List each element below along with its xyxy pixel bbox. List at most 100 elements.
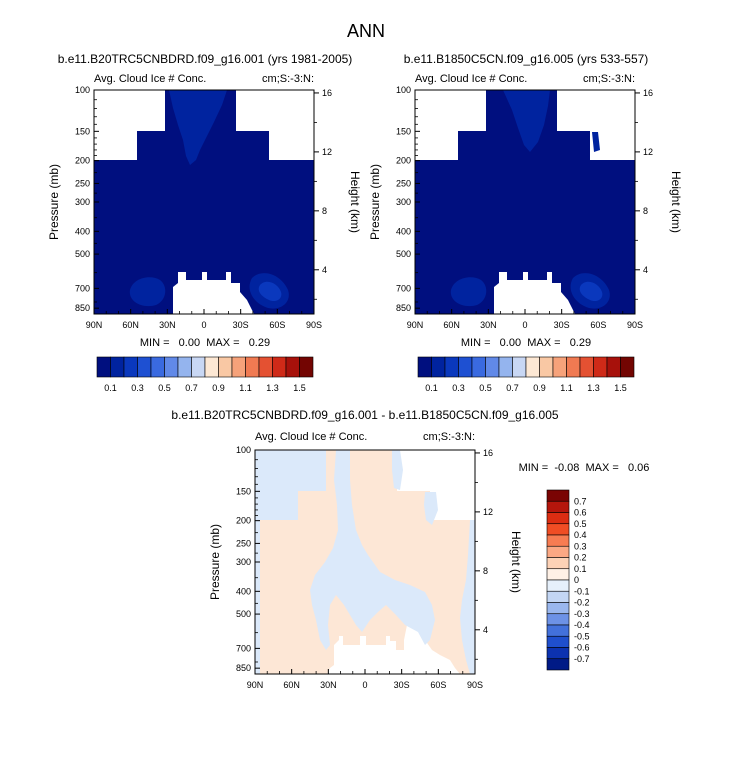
panel-1-y2-ticks: 16 12 8 4 xyxy=(314,88,332,300)
colorbar-box-10 xyxy=(546,602,570,615)
y2-tick-label-2: 8 xyxy=(643,206,648,216)
colorbar-label-7: 1.5 xyxy=(293,383,306,393)
panel-2-colorbar: 0.1 0.3 0.5 0.7 0.9 1.1 1.3 1.5 xyxy=(417,356,635,393)
panel-3-left-label: Avg. Cloud Ice # Conc. xyxy=(255,431,367,443)
panel-1-ylabel: Pressure (mb) xyxy=(47,164,61,240)
colorbar-label-2: 0.5 xyxy=(574,519,587,529)
panel-2-contour-left xyxy=(450,277,487,307)
y-tick-label-2: 200 xyxy=(396,156,411,166)
colorbar-label-3: 0.7 xyxy=(506,383,519,393)
y-tick-label-1: 150 xyxy=(75,126,90,136)
y-tick-label-6: 500 xyxy=(236,609,251,619)
colorbar-box-6 xyxy=(498,356,513,378)
colorbar-label-6: 1.3 xyxy=(587,383,600,393)
panel-3-colorbar: 0.70.60.50.40.30.20.10-0.1-0.2-0.3-0.4-0… xyxy=(546,489,590,671)
panel-2-y-ticks: 100 150 200 250 300 400 500 700 850 xyxy=(396,85,420,313)
x-tick-label-5: 60S xyxy=(430,680,446,690)
y2-tick-label-1: 12 xyxy=(643,147,653,157)
panel-2-left-label: Avg. Cloud Ice # Conc. xyxy=(415,73,527,85)
panel-2-missing-region xyxy=(494,272,575,314)
main-title: ANN xyxy=(347,21,385,41)
colorbar-box-13 xyxy=(593,356,608,378)
y-tick-label-3: 250 xyxy=(396,178,411,188)
panel-2-right-label: cm;S:-3:N: xyxy=(583,73,635,85)
y2-tick-label-2: 8 xyxy=(322,206,327,216)
colorbar-label-5: 1.1 xyxy=(239,383,252,393)
colorbar-box-12 xyxy=(546,624,570,637)
colorbar-label-14: -0.7 xyxy=(574,654,590,664)
y-tick-label-1: 150 xyxy=(396,126,411,136)
colorbar-box-8 xyxy=(546,579,570,592)
y-tick-label-5: 400 xyxy=(75,226,90,236)
panel-2-data-region xyxy=(415,90,635,314)
colorbar-box-12 xyxy=(579,356,594,378)
colorbar-box-10 xyxy=(552,356,567,378)
y2-tick-label-1: 12 xyxy=(322,147,332,157)
colorbar-box-3 xyxy=(546,523,570,536)
colorbar-label-12: -0.5 xyxy=(574,631,590,641)
panel-3-y2label: Height (km) xyxy=(509,531,523,593)
panel-3-y-ticks: 100 150 200 250 300 400 500 700 850 xyxy=(236,445,260,673)
colorbar-box-5 xyxy=(485,356,500,378)
colorbar-box-13 xyxy=(546,635,570,648)
panel-1-title: b.e11.B20TRC5CNBDRD.f09_g16.001 (yrs 198… xyxy=(58,52,353,66)
colorbar-box-13 xyxy=(272,356,287,378)
y-tick-label-2: 200 xyxy=(236,516,251,526)
panel-1-contour-right-inner xyxy=(258,281,282,302)
colorbar-label-3: 0.7 xyxy=(185,383,198,393)
x-tick-label-3: 0 xyxy=(522,320,527,330)
colorbar-box-8 xyxy=(525,356,540,378)
y-tick-label-4: 300 xyxy=(236,557,251,567)
panel-1-colorbar: 0.1 0.3 0.5 0.7 0.9 1.1 1.3 1.5 xyxy=(96,356,314,393)
y-tick-label-0: 100 xyxy=(236,445,251,455)
panel-1-missing-region xyxy=(173,272,254,314)
y-tick-label-6: 500 xyxy=(75,249,90,259)
panel-1-contour-left xyxy=(129,277,166,307)
colorbar-box-1 xyxy=(431,356,446,378)
colorbar-box-11 xyxy=(566,356,581,378)
panel-2-x-ticks: 90N 60N 30N 0 30S 60S 90S xyxy=(407,309,643,330)
panel-3-y2-ticks: 16 12 8 4 xyxy=(475,448,493,660)
colorbar-box-2 xyxy=(444,356,459,378)
panel-2: b.e11.B1850C5CN.f09_g16.005 (yrs 533-557… xyxy=(368,52,683,393)
colorbar-label-3: 0.4 xyxy=(574,530,587,540)
colorbar-label-0: 0.1 xyxy=(425,383,438,393)
colorbar-label-4: 0.3 xyxy=(574,541,587,551)
panel-3-negative-region-c xyxy=(392,450,403,490)
panel-3-negative-region-e xyxy=(460,520,475,674)
colorbar-box-0 xyxy=(96,356,111,378)
y-tick-label-8: 850 xyxy=(396,303,411,313)
panel-2-contour-upper xyxy=(503,90,550,152)
y2-tick-label-3: 4 xyxy=(322,265,327,275)
x-tick-label-6: 90S xyxy=(627,320,643,330)
panel-3-negative-region-d xyxy=(424,492,438,525)
y-tick-label-3: 250 xyxy=(75,178,90,188)
colorbar-box-4 xyxy=(150,356,165,378)
panel-2-contour-right-edge xyxy=(592,132,600,152)
colorbar-box-11 xyxy=(245,356,260,378)
y-tick-label-1: 150 xyxy=(236,486,251,496)
y-tick-label-5: 400 xyxy=(396,226,411,236)
colorbar-box-6 xyxy=(177,356,192,378)
panel-2-title: b.e11.B1850C5CN.f09_g16.005 (yrs 533-557… xyxy=(404,52,649,66)
panel-1-y2label: Height (km) xyxy=(348,171,362,233)
y2-tick-label-3: 4 xyxy=(643,265,648,275)
y2-tick-label-1: 12 xyxy=(483,507,493,517)
panel-3-title: b.e11.B20TRC5CNBDRD.f09_g16.001 - b.e11.… xyxy=(171,408,558,422)
colorbar-box-10 xyxy=(231,356,246,378)
colorbar-label-8: -0.1 xyxy=(574,586,590,596)
colorbar-label-1: 0.3 xyxy=(452,383,465,393)
colorbar-label-7: 0 xyxy=(574,575,579,585)
colorbar-box-7 xyxy=(546,568,570,581)
y-tick-label-7: 700 xyxy=(236,643,251,653)
panel-3-ylabel: Pressure (mb) xyxy=(208,524,222,600)
panel-1: b.e11.B20TRC5CNBDRD.f09_g16.001 (yrs 198… xyxy=(47,52,362,393)
y-tick-label-6: 500 xyxy=(396,249,411,259)
x-tick-label-5: 60S xyxy=(590,320,606,330)
panel-2-y2label: Height (km) xyxy=(669,171,683,233)
panel-1-right-label: cm;S:-3:N: xyxy=(262,73,314,85)
colorbar-box-9 xyxy=(539,356,554,378)
colorbar-box-15 xyxy=(546,658,570,671)
colorbar-box-4 xyxy=(546,534,570,547)
y-tick-label-3: 250 xyxy=(236,538,251,548)
